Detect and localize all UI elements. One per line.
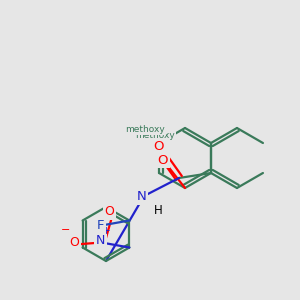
Text: O: O xyxy=(158,154,168,166)
Text: N: N xyxy=(137,190,147,203)
Text: −: − xyxy=(61,226,70,236)
Text: O: O xyxy=(154,140,164,154)
Text: F: F xyxy=(97,219,104,232)
Text: O: O xyxy=(69,236,79,249)
Text: +: + xyxy=(102,226,111,236)
Text: methoxy: methoxy xyxy=(125,125,165,134)
Text: O: O xyxy=(104,205,114,218)
Text: methoxy: methoxy xyxy=(135,131,175,140)
Text: N: N xyxy=(96,234,105,247)
Text: H: H xyxy=(154,203,162,217)
